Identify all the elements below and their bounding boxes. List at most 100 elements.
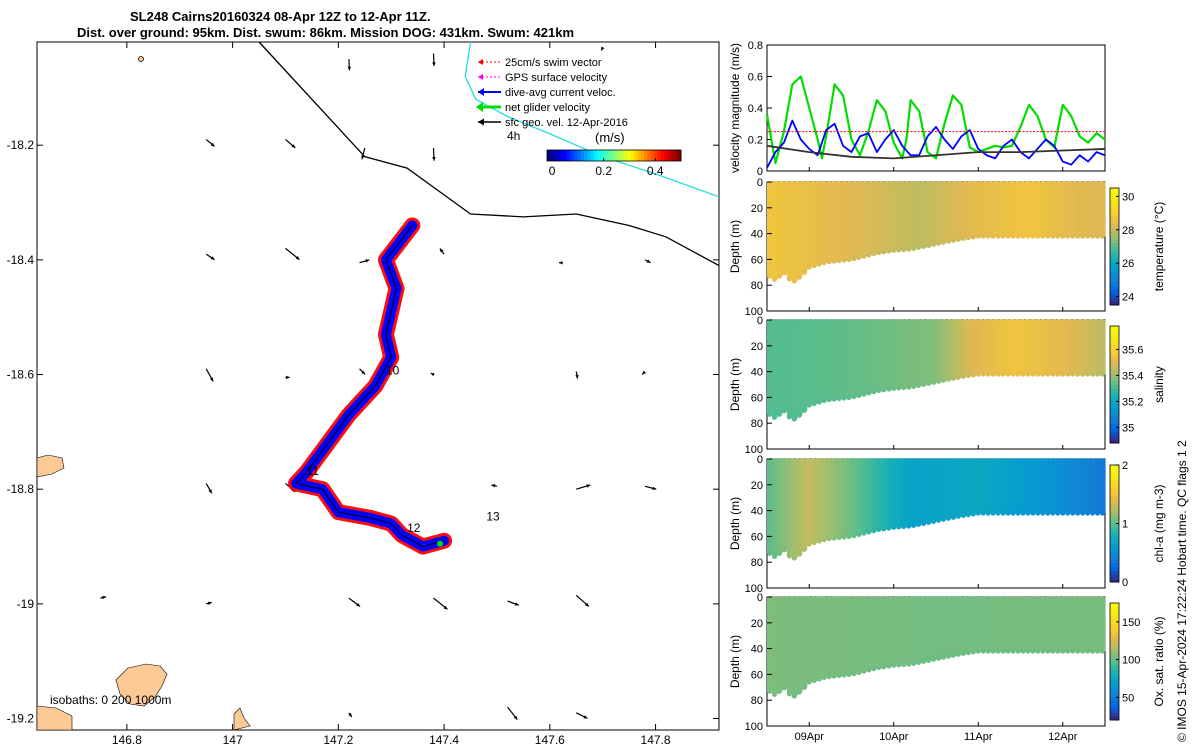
oxygen-column [916,597,922,663]
salinity-colorbar-segment [1110,345,1119,350]
profile-panel-salinity: 0 20 40 60 80 100 Depth (m) 35 35.2 35.4 35.6 salin… [728,315,1166,456]
chla-ytick-label: 0 [757,454,763,466]
oxygen-column [1015,597,1022,652]
temperature-ctick-label: 28 [1122,225,1134,237]
salinity-column [1030,320,1037,375]
salinity-bottom-dot [856,393,862,399]
salinity-bottom-dot [821,398,827,404]
oxygen-bottom-dot [896,662,902,668]
speed-colorbar-segment [597,150,602,161]
temperature-surface-dot [977,181,984,187]
oxygen-column [1075,597,1081,652]
temperature-bottom-dot [945,238,951,244]
salinity-surface-dot [1040,319,1047,325]
oxygen-colorbar-segment [1110,665,1119,670]
chla-colorbar-segment [1110,570,1119,575]
temperature-surface-dot [778,181,785,187]
chla-surface-dot [783,458,790,464]
temperature-surface-dot [788,181,795,187]
speed-colorbar-segment [607,150,612,161]
temperature-column [1075,182,1081,237]
chla-column [1055,459,1061,514]
temperature-surface-dot [836,181,843,187]
temperature-bottom-dot [856,255,862,261]
chla-bottom-dot [766,550,772,556]
salinity-column [945,320,952,380]
temperature-column [936,182,942,244]
salinity-surface-dot [956,319,963,325]
salinity-column [811,320,818,404]
current-arrow-head [102,595,107,600]
chla-column [846,459,853,537]
oxygen-column [801,597,808,688]
oxygen-colorbar-segment [1110,700,1119,705]
salinity-bottom-dot [881,387,887,393]
temperature-column [1005,182,1012,237]
speed-colorbar-segment [570,150,575,161]
temperature-surface-dot [809,181,816,187]
salinity-column [1010,320,1017,375]
salinity-colorbar-segment [1110,349,1119,354]
temperature-bottom-dot [826,259,832,265]
salinity-surface-dot [919,319,926,325]
salinity-bottom-dot [851,394,857,400]
temperature-surface-dot [1082,181,1089,187]
temperature-surface-dot [888,181,895,187]
temperature-column [801,182,808,273]
salinity-column [856,320,863,396]
profile-panel-chla: 0 20 40 60 80 100 Depth (m) 0 1 2 chl-a (mg m-3) [728,454,1166,595]
speed-colorbar-tick-label: 0.2 [595,164,612,178]
chla-bottom-dot [1070,510,1076,516]
salinity-column [980,320,987,375]
oxygen-surface-dot [914,596,921,602]
oxygen-surface-dot [1071,596,1078,602]
salinity-clabel: salinity [1152,366,1166,403]
chla-bottom-dot [916,521,922,527]
map-ticks: 146.8 147 147.2 147.4 147.6 147.8 -18.2 -18.4 -1… [7,42,719,747]
oxygen-colorbar-segment [1110,634,1119,639]
salinity-bottom-dot [1040,371,1046,377]
temperature-column [846,182,853,260]
salinity-surface-dot [1092,319,1099,325]
oxygen-ctick-label: 150 [1122,617,1140,629]
current-arrow-head [642,370,646,375]
oxygen-bottom-dot [950,652,956,658]
salinity-bottom-dot [995,371,1001,377]
temperature-colorbar-segment [1110,258,1119,263]
oxygen-surface-dot [799,596,806,602]
day-labels: 10 11 12 13 [307,364,500,536]
oxygen-bottom-dot [960,650,966,656]
salinity-column [995,320,1002,375]
oxygen-bottom-dot [955,651,961,657]
temperature-surface-dot [1098,181,1104,187]
oxygen-column [901,597,907,665]
temperature-bottom-dot [801,269,807,275]
salinity-surface-dot [773,319,780,325]
temperature-column [916,182,922,248]
salinity-surface-dot [914,319,921,325]
speed-colorbar-segment [550,150,555,161]
chla-ctick-label: 1 [1122,519,1128,531]
temperature-surface-dot [956,181,963,187]
salinity-column [1065,320,1071,375]
temperature-column [767,182,773,277]
salinity-surface-dot [935,319,942,325]
oxygen-column [786,597,793,694]
speed-colorbar-segment [644,150,648,161]
oxygen-bottom-dot [1025,648,1031,654]
temperature-column [881,182,887,252]
chla-column [786,459,793,556]
temperature-surface-dot [1003,181,1010,187]
temperature-bottom-dot [1100,233,1106,239]
velocity-axes-box [766,44,1106,172]
chla-surface-dot [993,458,1000,464]
chla-column [1060,459,1066,514]
temperature-column [1095,182,1101,237]
current-arrow-head [586,484,591,488]
chla-bottom-dot [1000,510,1006,516]
map-xtick-label: 147.4 [429,733,459,747]
velocity-ytick-label: 0.4 [748,103,763,115]
oxygen-bottom-dot [1015,648,1021,654]
chla-bottom-dot [950,514,956,520]
speed-colorbar-segment [657,150,662,161]
